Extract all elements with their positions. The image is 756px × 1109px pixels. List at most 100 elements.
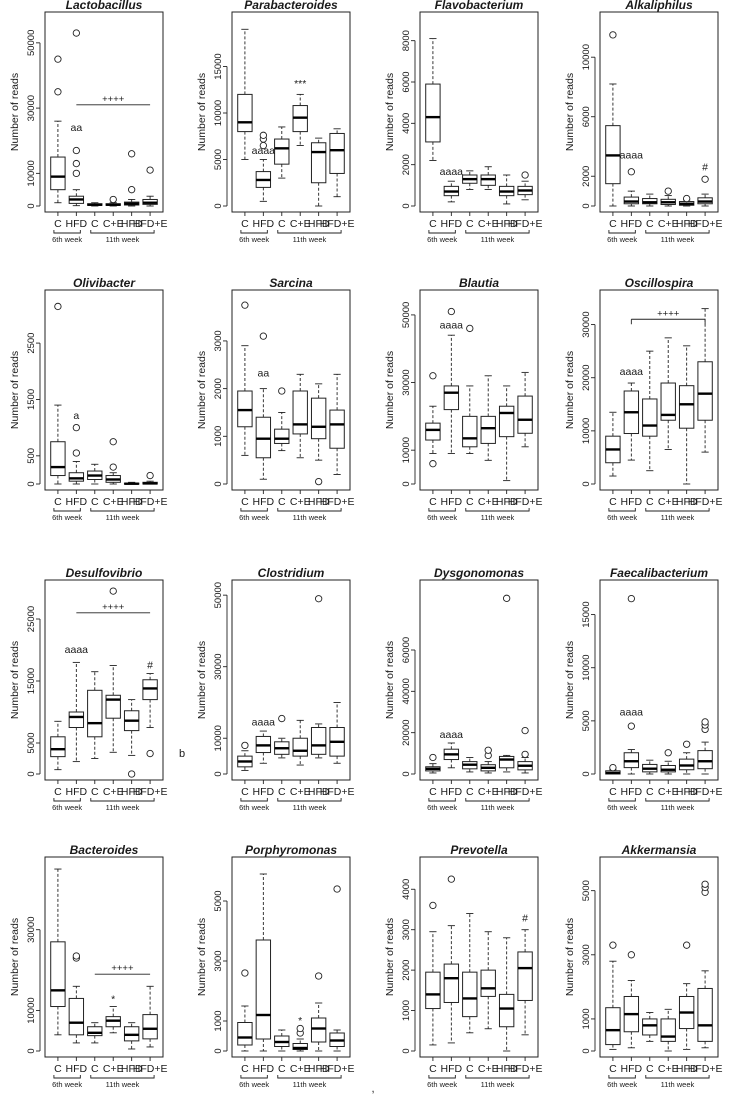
y-tick-label: 10000 bbox=[26, 160, 37, 186]
iqr-box bbox=[292, 737, 308, 757]
y-tick-label: 6000 bbox=[581, 106, 592, 127]
y-tick-label: 8000 bbox=[401, 30, 412, 51]
outlier-point bbox=[521, 171, 529, 179]
box-cpluse-3 bbox=[660, 749, 676, 775]
box-c-0 bbox=[237, 969, 253, 1052]
x-tick-label: C bbox=[54, 786, 62, 798]
y-axis-label: Number of reads bbox=[564, 351, 576, 429]
y-tick-label: 50000 bbox=[401, 302, 412, 328]
week-11-bracket bbox=[90, 230, 155, 234]
x-tick-label: HFD+E bbox=[688, 496, 723, 508]
outlier-point bbox=[627, 168, 635, 176]
x-tick-label: C bbox=[429, 786, 437, 798]
y-tick-label: 10000 bbox=[213, 725, 224, 751]
box-hfd-1 bbox=[443, 742, 460, 769]
outlier-point bbox=[109, 438, 117, 446]
iqr-box bbox=[310, 727, 327, 755]
y-tick-label: 0 bbox=[213, 203, 224, 208]
week-6-label: 6th week bbox=[607, 513, 637, 522]
box-c-0 bbox=[237, 301, 253, 456]
x-tick-label: C+E bbox=[290, 496, 311, 508]
x-tick-label: C bbox=[609, 1063, 617, 1075]
x-tick-label: HFD+E bbox=[688, 786, 723, 798]
outlier-point bbox=[72, 169, 80, 178]
week-11-label: 11th week bbox=[106, 1080, 140, 1089]
y-tick-label: 15000 bbox=[581, 601, 592, 627]
x-tick-label: C+E bbox=[478, 496, 499, 508]
x-tick-label: HFD bbox=[676, 786, 698, 798]
iqr-box bbox=[50, 941, 66, 1008]
week-11-bracket bbox=[465, 230, 530, 234]
x-tick-label: HFD bbox=[308, 786, 330, 798]
box-c-2 bbox=[462, 913, 478, 1034]
x-tick-label: C bbox=[241, 786, 249, 798]
outlier-point bbox=[54, 302, 62, 311]
iqr-box bbox=[443, 385, 460, 411]
outlier-point bbox=[664, 749, 672, 757]
plot-frame bbox=[231, 579, 351, 781]
box-c-2 bbox=[87, 671, 103, 759]
week-6-bracket bbox=[608, 508, 636, 512]
week-6-label: 6th week bbox=[52, 1080, 82, 1089]
annotation-label: * bbox=[298, 1015, 302, 1027]
week-11-bracket bbox=[465, 1075, 530, 1079]
panel-clostridium: Clostridium 0 10000 30000 50000 Number of rea… bbox=[196, 566, 354, 812]
iqr-box bbox=[237, 93, 253, 133]
x-tick-label: HFD bbox=[676, 496, 698, 508]
iqr-box bbox=[642, 1018, 658, 1036]
annotation-label: # bbox=[147, 660, 153, 672]
panel-olivibacter: Olivibacter 0 500 1500 2500 Number of reads a C… bbox=[9, 276, 167, 522]
x-tick-label: HFD+E bbox=[508, 496, 543, 508]
iqr-box bbox=[660, 1018, 676, 1042]
y-tick-label: 0 bbox=[401, 481, 412, 486]
box-c-0 bbox=[50, 302, 66, 485]
panel-title: Alkaliphilus bbox=[624, 0, 693, 12]
box-cpluse-3 bbox=[292, 93, 308, 147]
iqr-box bbox=[425, 83, 441, 143]
panel-title: Parabacteroides bbox=[244, 0, 338, 12]
box-hfd-4 bbox=[678, 194, 695, 207]
x-tick-label: C bbox=[429, 218, 437, 230]
box-hfd-4 bbox=[123, 1022, 140, 1050]
iqr-box bbox=[237, 1022, 253, 1046]
iqr-box bbox=[678, 385, 695, 429]
x-tick-label: HFD bbox=[496, 786, 518, 798]
box-c-2 bbox=[642, 350, 658, 472]
week-6-label: 6th week bbox=[427, 1080, 457, 1089]
x-tick-label: HFD bbox=[66, 218, 88, 230]
week-11-label: 11th week bbox=[661, 1080, 695, 1089]
box-c-0 bbox=[425, 753, 441, 774]
iqr-box bbox=[87, 1026, 103, 1037]
y-tick-label: 1000 bbox=[213, 1010, 224, 1031]
y-tick-label: 0 bbox=[213, 771, 224, 776]
x-tick-label: HFD bbox=[121, 218, 143, 230]
box-c-0 bbox=[50, 720, 66, 771]
x-tick-label: HFD bbox=[621, 786, 643, 798]
box-c-2 bbox=[462, 170, 478, 190]
box-hfd-1 bbox=[68, 423, 85, 485]
week-11-bracket bbox=[277, 1075, 342, 1079]
panel-title: Desulfovibrio bbox=[66, 566, 143, 580]
week-6-bracket bbox=[53, 1075, 81, 1079]
y-tick-label: 0 bbox=[26, 1048, 37, 1053]
box-cpluse-3 bbox=[480, 166, 496, 190]
week-11-label: 11th week bbox=[661, 235, 695, 244]
week-6-label: 6th week bbox=[52, 513, 82, 522]
iqr-box bbox=[329, 409, 345, 449]
y-axis-label: Number of reads bbox=[564, 918, 576, 996]
iqr-box bbox=[517, 951, 533, 1001]
annotation-label: aaaa bbox=[440, 166, 464, 178]
week-6-label: 6th week bbox=[427, 803, 457, 812]
x-tick-label: C bbox=[646, 496, 654, 508]
panel-prevotella: Prevotella 0 1000 2000 3000 4000 Number of rea… bbox=[384, 843, 542, 1089]
y-axis-label: Number of reads bbox=[384, 351, 396, 429]
iqr-box bbox=[480, 969, 496, 997]
y-tick-label: 0 bbox=[401, 203, 412, 208]
x-tick-label: HFD+E bbox=[688, 218, 723, 230]
y-tick-label: 10000 bbox=[581, 418, 592, 444]
iqr-box bbox=[68, 472, 85, 482]
y-tick-label: 1000 bbox=[581, 1008, 592, 1029]
x-tick-label: HFD bbox=[441, 496, 463, 508]
box-hfd-1 bbox=[443, 307, 460, 455]
outlier-point bbox=[609, 763, 617, 772]
